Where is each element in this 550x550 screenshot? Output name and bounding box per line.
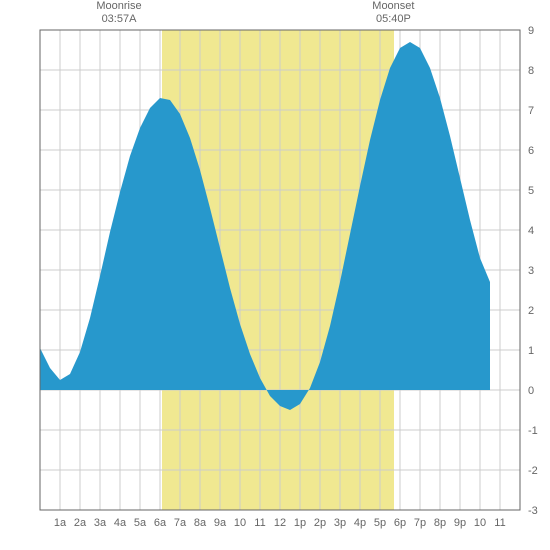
x-tick-label: 4a <box>114 517 127 529</box>
x-tick-label: 8p <box>434 517 446 529</box>
x-tick-label: 6p <box>394 517 406 529</box>
y-tick-label: -3 <box>528 505 538 517</box>
moonrise-time: 03:57A <box>89 13 149 26</box>
moonset-label: Moonset 05:40P <box>363 0 423 26</box>
x-tick-label: 3a <box>94 517 107 529</box>
x-tick-label: 3p <box>334 517 346 529</box>
x-tick-label: 8a <box>194 517 207 529</box>
y-tick-label: 9 <box>528 25 534 37</box>
x-tick-label: 5a <box>134 517 147 529</box>
y-tick-label: 7 <box>528 105 534 117</box>
x-tick-label: 11 <box>494 517 505 529</box>
x-tick-label: 11 <box>254 517 265 529</box>
y-tick-label: 1 <box>528 345 534 357</box>
x-tick-label: 2p <box>314 517 326 529</box>
y-tick-label: 2 <box>528 305 534 317</box>
x-tick-label: 5p <box>374 517 386 529</box>
x-tick-label: 1a <box>54 517 67 529</box>
moonrise-label: Moonrise 03:57A <box>89 0 149 26</box>
x-tick-label: 10 <box>234 517 246 529</box>
y-tick-label: 6 <box>528 145 534 157</box>
moonset-title: Moonset <box>363 0 423 13</box>
y-tick-label: 3 <box>528 265 534 277</box>
tide-chart: Moonrise 03:57A Moonset 05:40P 1a2a3a4a5… <box>0 0 550 550</box>
y-tick-label: 4 <box>528 225 534 237</box>
y-tick-label: 5 <box>528 185 534 197</box>
y-tick-label: 8 <box>528 65 534 77</box>
x-tick-label: 9p <box>454 517 466 529</box>
x-tick-label: 2a <box>74 517 87 529</box>
x-tick-label: 10 <box>474 517 486 529</box>
moonrise-title: Moonrise <box>89 0 149 13</box>
y-tick-label: 0 <box>528 385 534 397</box>
y-tick-label: -1 <box>528 425 538 437</box>
x-tick-label: 7a <box>174 517 187 529</box>
x-tick-label: 1p <box>294 517 306 529</box>
chart-svg: 1a2a3a4a5a6a7a8a9a1011121p2p3p4p5p6p7p8p… <box>0 0 550 550</box>
x-tick-label: 7p <box>414 517 426 529</box>
y-tick-label: -2 <box>528 465 538 477</box>
x-tick-label: 9a <box>214 517 227 529</box>
moonset-time: 05:40P <box>363 13 423 26</box>
x-tick-label: 6a <box>154 517 167 529</box>
x-tick-label: 12 <box>274 517 286 529</box>
x-tick-label: 4p <box>354 517 366 529</box>
